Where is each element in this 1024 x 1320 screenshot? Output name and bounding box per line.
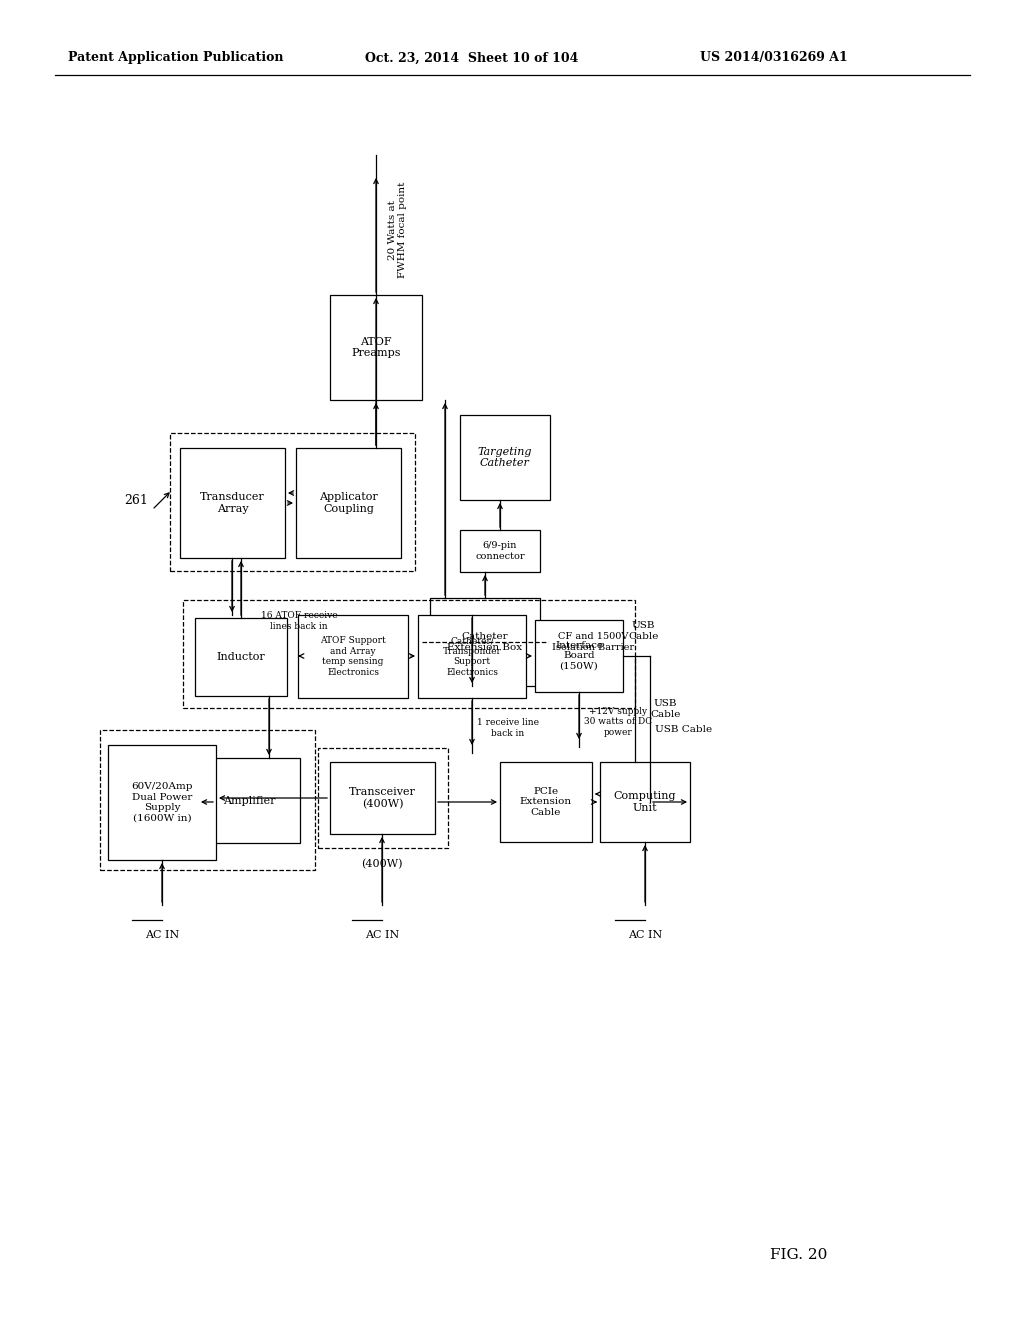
Text: 20 Watts at
FWHM focal point: 20 Watts at FWHM focal point bbox=[388, 182, 408, 279]
Text: Catheter/
Transponder
Support
Electronics: Catheter/ Transponder Support Electronic… bbox=[442, 636, 502, 677]
Text: AC IN: AC IN bbox=[144, 931, 179, 940]
Text: Transceiver
(400W): Transceiver (400W) bbox=[349, 787, 416, 809]
Text: AC IN: AC IN bbox=[628, 931, 663, 940]
Text: FIG. 20: FIG. 20 bbox=[770, 1247, 827, 1262]
Bar bbox=[108, 744, 216, 861]
Text: Computing
Unit: Computing Unit bbox=[613, 791, 676, 813]
Text: CF and 1500V
Isolation Barrier: CF and 1500V Isolation Barrier bbox=[552, 632, 634, 652]
Text: (400W): (400W) bbox=[361, 859, 402, 869]
Text: Transducer
Array: Transducer Array bbox=[200, 492, 265, 513]
Text: 60V/20Amp
Dual Power
Supply
(1600W in): 60V/20Amp Dual Power Supply (1600W in) bbox=[131, 783, 193, 822]
Text: Amplifier: Amplifier bbox=[223, 796, 275, 805]
Text: Applicator
Coupling: Applicator Coupling bbox=[319, 492, 378, 513]
Text: +12V supply
30 watts of DC
power: +12V supply 30 watts of DC power bbox=[584, 708, 652, 737]
Bar bbox=[500, 762, 592, 842]
Bar bbox=[460, 414, 550, 500]
Bar bbox=[298, 615, 408, 698]
Bar bbox=[318, 748, 449, 847]
Bar bbox=[195, 618, 287, 696]
Text: Catheter
Extension Box: Catheter Extension Box bbox=[447, 632, 522, 652]
Bar bbox=[430, 598, 540, 686]
Bar bbox=[100, 730, 315, 870]
Text: 1 receive line
back in: 1 receive line back in bbox=[477, 718, 539, 738]
Text: USB
Cable: USB Cable bbox=[650, 700, 680, 718]
Bar bbox=[198, 758, 300, 843]
Bar bbox=[418, 615, 526, 698]
Text: 6/9-pin
connector: 6/9-pin connector bbox=[475, 541, 525, 561]
Text: Inductor: Inductor bbox=[217, 652, 265, 663]
Bar bbox=[330, 762, 435, 834]
Bar bbox=[600, 762, 690, 842]
Bar bbox=[535, 620, 623, 692]
Text: ATOF Support
and Array
temp sensing
Electronics: ATOF Support and Array temp sensing Elec… bbox=[321, 636, 386, 677]
Bar bbox=[180, 447, 285, 558]
Text: Interface
Board
(150W): Interface Board (150W) bbox=[555, 642, 603, 671]
Bar bbox=[183, 601, 635, 708]
Bar bbox=[296, 447, 401, 558]
Text: Targeting
Catheter: Targeting Catheter bbox=[478, 446, 532, 469]
Text: US 2014/0316269 A1: US 2014/0316269 A1 bbox=[700, 51, 848, 65]
Text: Patent Application Publication: Patent Application Publication bbox=[68, 51, 284, 65]
Text: ATOF
Preamps: ATOF Preamps bbox=[351, 337, 400, 358]
Text: Oct. 23, 2014  Sheet 10 of 104: Oct. 23, 2014 Sheet 10 of 104 bbox=[365, 51, 579, 65]
Text: AC IN: AC IN bbox=[365, 931, 399, 940]
Bar bbox=[330, 294, 422, 400]
Text: 16 ATOF receive
lines back in: 16 ATOF receive lines back in bbox=[261, 611, 337, 631]
Text: USB Cable: USB Cable bbox=[655, 725, 712, 734]
Bar bbox=[170, 433, 415, 572]
Text: PCIe
Extension
Cable: PCIe Extension Cable bbox=[520, 787, 572, 817]
Text: 261: 261 bbox=[124, 494, 148, 507]
Bar bbox=[460, 531, 540, 572]
Text: USB
Cable: USB Cable bbox=[628, 622, 658, 640]
